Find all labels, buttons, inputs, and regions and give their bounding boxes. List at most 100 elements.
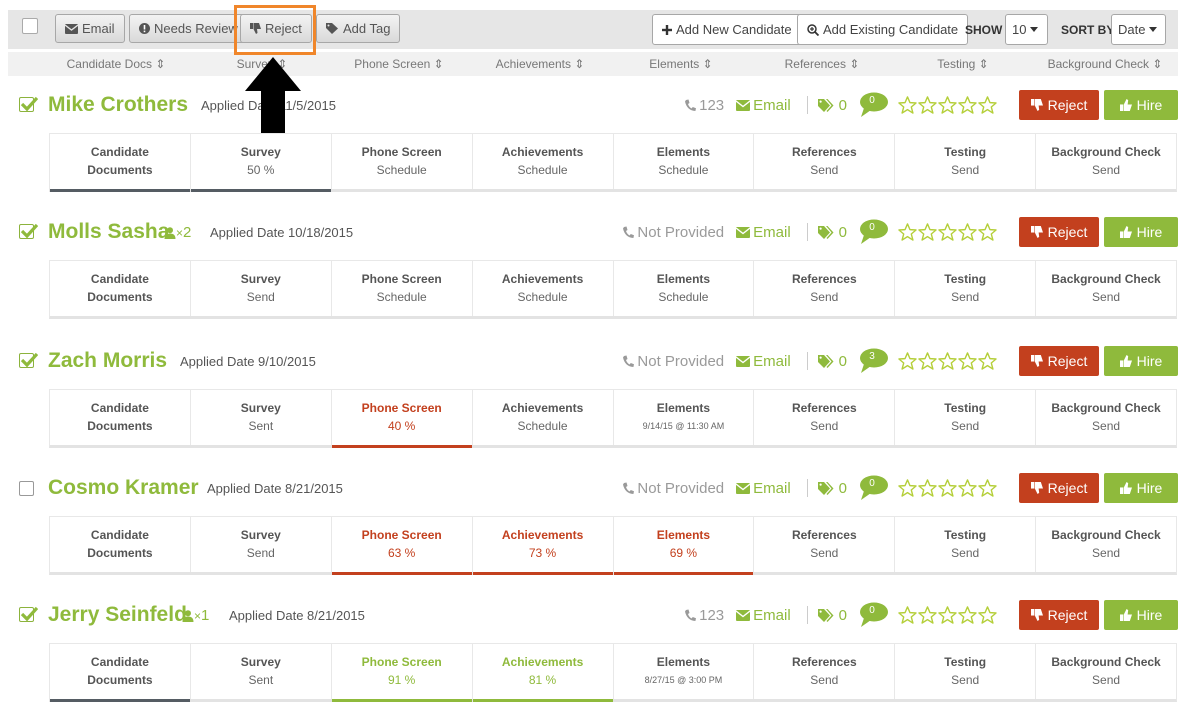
star-outline-icon[interactable] — [918, 96, 937, 114]
step-3[interactable]: Achievements Schedule — [473, 390, 614, 445]
reject-button[interactable]: Reject — [1019, 217, 1099, 247]
candidate-select-checkbox[interactable] — [19, 481, 34, 496]
candidate-select-checkbox[interactable] — [19, 606, 38, 622]
step-5[interactable]: References Send — [754, 134, 896, 189]
add-new-candidate-button[interactable]: Add New Candidate — [652, 14, 802, 45]
candidate-select-checkbox[interactable] — [19, 352, 38, 368]
star-outline-icon[interactable] — [918, 479, 937, 497]
email-link[interactable]: Email — [736, 607, 791, 624]
show-count-select[interactable]: 10 — [1005, 14, 1048, 45]
step-0[interactable]: Candidate Documents — [50, 390, 191, 445]
sort-column-background-check[interactable]: Background Check ⇕ — [1047, 57, 1163, 71]
step-6[interactable]: Testing Send — [895, 517, 1037, 572]
star-outline-icon[interactable] — [978, 479, 997, 497]
star-outline-icon[interactable] — [898, 352, 917, 370]
candidate-name-link[interactable]: Mike Crothers — [48, 93, 189, 116]
star-outline-icon[interactable] — [898, 223, 917, 241]
bulk-reject-button[interactable]: Reject — [240, 14, 312, 43]
comments-button[interactable]: 3 — [859, 348, 889, 374]
tags-count[interactable]: 0 — [817, 607, 847, 624]
email-button[interactable]: Email — [55, 14, 125, 43]
tags-count[interactable]: 0 — [817, 97, 847, 114]
step-0[interactable]: Candidate Documents — [50, 134, 191, 192]
step-4[interactable]: Elements 69 % — [613, 517, 755, 575]
step-6[interactable]: Testing Send — [895, 134, 1037, 189]
comments-button[interactable]: 0 — [859, 92, 889, 118]
email-link[interactable]: Email — [736, 480, 791, 497]
star-outline-icon[interactable] — [918, 223, 937, 241]
star-outline-icon[interactable] — [958, 352, 977, 370]
reject-button[interactable]: Reject — [1019, 346, 1099, 376]
sort-column-references[interactable]: References ⇕ — [784, 57, 860, 71]
step-5[interactable]: References Send — [754, 390, 896, 445]
step-4[interactable]: Elements Schedule — [614, 261, 755, 316]
step-7[interactable]: Background Check Send — [1036, 261, 1176, 316]
star-outline-icon[interactable] — [938, 96, 957, 114]
candidate-select-checkbox[interactable] — [19, 223, 38, 239]
candidate-name-link[interactable]: Jerry Seinfeld — [48, 603, 187, 626]
star-outline-icon[interactable] — [978, 352, 997, 370]
hire-button[interactable]: Hire — [1104, 346, 1178, 376]
step-0[interactable]: Candidate Documents — [50, 644, 191, 702]
star-outline-icon[interactable] — [898, 479, 917, 497]
sort-by-select[interactable]: Date — [1111, 14, 1166, 45]
step-5[interactable]: References Send — [754, 261, 896, 316]
hire-button[interactable]: Hire — [1104, 600, 1178, 630]
comments-button[interactable]: 0 — [859, 475, 889, 501]
sort-column-phone-screen[interactable]: Phone Screen ⇕ — [354, 57, 444, 71]
sort-column-testing[interactable]: Testing ⇕ — [937, 57, 989, 71]
hire-button[interactable]: Hire — [1104, 217, 1178, 247]
step-3[interactable]: Achievements 81 % — [472, 644, 614, 702]
step-6[interactable]: Testing Send — [895, 261, 1037, 316]
step-2[interactable]: Phone Screen Schedule — [332, 261, 473, 316]
step-0[interactable]: Candidate Documents — [50, 261, 191, 316]
step-1[interactable]: Survey Send — [191, 517, 332, 572]
step-3[interactable]: Achievements Schedule — [473, 261, 614, 316]
step-0[interactable]: Candidate Documents — [50, 517, 191, 572]
star-outline-icon[interactable] — [898, 606, 917, 624]
comments-button[interactable]: 0 — [859, 602, 889, 628]
comments-button[interactable]: 0 — [859, 219, 889, 245]
star-rating[interactable] — [898, 96, 997, 114]
step-7[interactable]: Background Check Send — [1036, 134, 1176, 189]
star-outline-icon[interactable] — [958, 223, 977, 241]
star-outline-icon[interactable] — [958, 96, 977, 114]
step-3[interactable]: Achievements Schedule — [473, 134, 614, 189]
step-4[interactable]: Elements 9/14/15 @ 11:30 AM — [614, 390, 755, 445]
star-outline-icon[interactable] — [938, 479, 957, 497]
step-1[interactable]: Survey 50 % — [190, 134, 332, 192]
star-outline-icon[interactable] — [978, 223, 997, 241]
star-outline-icon[interactable] — [918, 352, 937, 370]
reject-button[interactable]: Reject — [1019, 473, 1099, 503]
step-7[interactable]: Background Check Send — [1036, 644, 1176, 699]
star-outline-icon[interactable] — [958, 606, 977, 624]
step-6[interactable]: Testing Send — [895, 390, 1037, 445]
star-outline-icon[interactable] — [978, 606, 997, 624]
step-2[interactable]: Phone Screen 91 % — [331, 644, 473, 702]
step-1[interactable]: Survey Sent — [191, 390, 332, 445]
star-rating[interactable] — [898, 223, 997, 241]
star-outline-icon[interactable] — [938, 352, 957, 370]
step-1[interactable]: Survey Sent — [191, 644, 332, 699]
candidate-name-link[interactable]: Molls Sasha — [48, 220, 170, 243]
star-outline-icon[interactable] — [898, 96, 917, 114]
email-link[interactable]: Email — [736, 97, 791, 114]
step-7[interactable]: Background Check Send — [1036, 390, 1176, 445]
hire-button[interactable]: Hire — [1104, 90, 1178, 120]
reject-button[interactable]: Reject — [1019, 600, 1099, 630]
step-2[interactable]: Phone Screen Schedule — [332, 134, 473, 189]
star-rating[interactable] — [898, 606, 997, 624]
candidate-name-link[interactable]: Zach Morris — [48, 349, 168, 372]
candidate-select-checkbox[interactable] — [19, 96, 38, 112]
star-outline-icon[interactable] — [938, 223, 957, 241]
step-7[interactable]: Background Check Send — [1036, 517, 1176, 572]
step-2[interactable]: Phone Screen 40 % — [331, 390, 473, 448]
star-outline-icon[interactable] — [978, 96, 997, 114]
star-outline-icon[interactable] — [918, 606, 937, 624]
candidate-name-link[interactable]: Cosmo Kramer — [48, 476, 199, 499]
step-4[interactable]: Elements Schedule — [614, 134, 755, 189]
add-existing-candidate-button[interactable]: Add Existing Candidate — [797, 14, 969, 45]
star-rating[interactable] — [898, 479, 997, 497]
email-link[interactable]: Email — [736, 224, 791, 241]
reject-button[interactable]: Reject — [1019, 90, 1099, 120]
